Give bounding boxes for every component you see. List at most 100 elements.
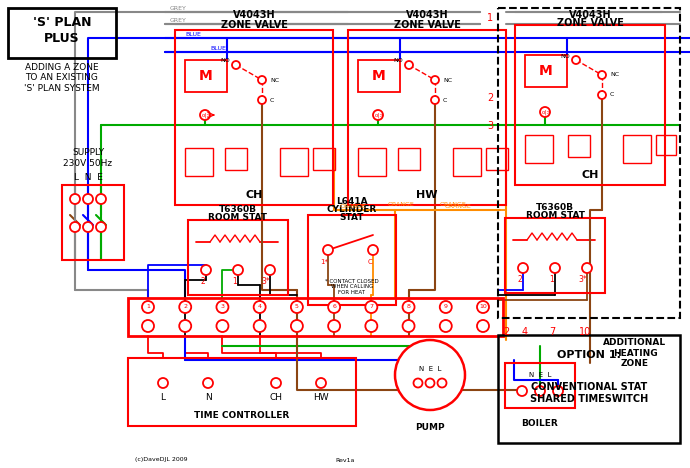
Bar — [185, 60, 227, 92]
Bar — [175, 30, 333, 205]
Text: 8: 8 — [406, 305, 411, 309]
Circle shape — [598, 91, 606, 99]
Bar — [188, 220, 288, 295]
Text: L641A: L641A — [336, 197, 368, 205]
Circle shape — [373, 110, 383, 120]
Text: 6: 6 — [332, 305, 336, 309]
Circle shape — [477, 320, 489, 332]
Circle shape — [291, 301, 303, 313]
Text: ZONE VALVE: ZONE VALVE — [221, 20, 288, 30]
Text: CH: CH — [270, 394, 282, 402]
Circle shape — [517, 386, 527, 396]
Text: o|>: o|> — [542, 109, 552, 115]
Circle shape — [402, 301, 415, 313]
Text: ZONE VALVE: ZONE VALVE — [393, 20, 460, 30]
Text: L: L — [161, 394, 166, 402]
Bar — [623, 135, 651, 163]
Circle shape — [550, 263, 560, 273]
Circle shape — [553, 386, 563, 396]
Text: ADDITIONAL
HEATING
ZONE: ADDITIONAL HEATING ZONE — [604, 338, 667, 368]
Circle shape — [203, 378, 213, 388]
Circle shape — [96, 222, 106, 232]
Text: V4043H: V4043H — [233, 10, 275, 20]
Circle shape — [217, 301, 228, 313]
Circle shape — [258, 96, 266, 104]
Bar — [280, 148, 308, 176]
Text: 2: 2 — [486, 93, 493, 103]
Text: C: C — [368, 259, 373, 265]
Text: CH: CH — [246, 190, 263, 200]
Bar — [486, 148, 508, 170]
Text: PLUS: PLUS — [44, 31, 80, 44]
Text: 1: 1 — [550, 276, 554, 285]
Text: 4: 4 — [522, 327, 528, 337]
Text: 1*: 1* — [320, 259, 328, 265]
Text: CH: CH — [581, 170, 599, 180]
Text: ORANGE: ORANGE — [340, 205, 367, 210]
Circle shape — [323, 245, 333, 255]
Circle shape — [158, 378, 168, 388]
Circle shape — [217, 320, 228, 332]
Text: 5: 5 — [295, 305, 299, 309]
Circle shape — [518, 263, 528, 273]
Circle shape — [83, 222, 93, 232]
Circle shape — [368, 245, 378, 255]
Text: 4: 4 — [257, 305, 262, 309]
Text: 2: 2 — [518, 276, 522, 285]
Circle shape — [431, 96, 439, 104]
Bar — [398, 148, 420, 170]
Text: V4043H: V4043H — [569, 10, 611, 20]
Text: 'S' PLAN: 'S' PLAN — [32, 15, 91, 29]
Text: BLUE: BLUE — [185, 32, 201, 37]
Circle shape — [598, 71, 606, 79]
Bar — [358, 148, 386, 176]
Text: N  E  L: N E L — [529, 372, 551, 378]
Circle shape — [291, 320, 303, 332]
Text: PUMP: PUMP — [415, 423, 445, 431]
Bar — [656, 135, 676, 155]
Text: T6360B: T6360B — [219, 205, 257, 214]
Bar — [525, 55, 567, 87]
Bar — [498, 8, 680, 318]
Text: NO: NO — [393, 58, 403, 64]
Circle shape — [582, 263, 592, 273]
Circle shape — [142, 301, 154, 313]
Bar — [62, 185, 124, 260]
Text: N: N — [205, 394, 211, 402]
Text: SUPPLY
230V 50Hz: SUPPLY 230V 50Hz — [63, 148, 112, 168]
Circle shape — [413, 379, 422, 388]
Text: o|>: o|> — [202, 112, 212, 118]
Circle shape — [254, 320, 266, 332]
Text: * CONTACT CLOSED
WHEN CALLING
FOR HEAT: * CONTACT CLOSED WHEN CALLING FOR HEAT — [325, 279, 379, 295]
Circle shape — [201, 265, 211, 275]
Circle shape — [402, 320, 415, 332]
Bar — [410, 365, 450, 385]
Text: HW: HW — [416, 190, 437, 200]
Circle shape — [200, 110, 210, 120]
Bar — [8, 8, 116, 58]
Text: 1: 1 — [146, 305, 150, 309]
Text: 7: 7 — [549, 327, 555, 337]
Circle shape — [477, 301, 489, 313]
Text: N  E  L: N E L — [419, 366, 441, 372]
Circle shape — [440, 320, 452, 332]
Text: C: C — [443, 97, 447, 102]
Text: V4043H: V4043H — [406, 10, 448, 20]
Text: STAT: STAT — [339, 213, 364, 222]
Text: ROOM STAT: ROOM STAT — [526, 212, 584, 220]
Circle shape — [440, 301, 452, 313]
Circle shape — [179, 301, 191, 313]
Text: GREY: GREY — [170, 7, 187, 12]
Bar — [313, 148, 335, 170]
Text: C: C — [610, 93, 614, 97]
Bar — [128, 298, 503, 336]
Circle shape — [365, 320, 377, 332]
Text: 2: 2 — [184, 305, 187, 309]
Text: BOILER: BOILER — [522, 418, 558, 427]
Text: 1: 1 — [487, 13, 493, 23]
Circle shape — [254, 301, 266, 313]
Circle shape — [316, 378, 326, 388]
Text: GREY: GREY — [170, 19, 187, 23]
Circle shape — [540, 107, 550, 117]
Text: T6360B: T6360B — [536, 204, 574, 212]
